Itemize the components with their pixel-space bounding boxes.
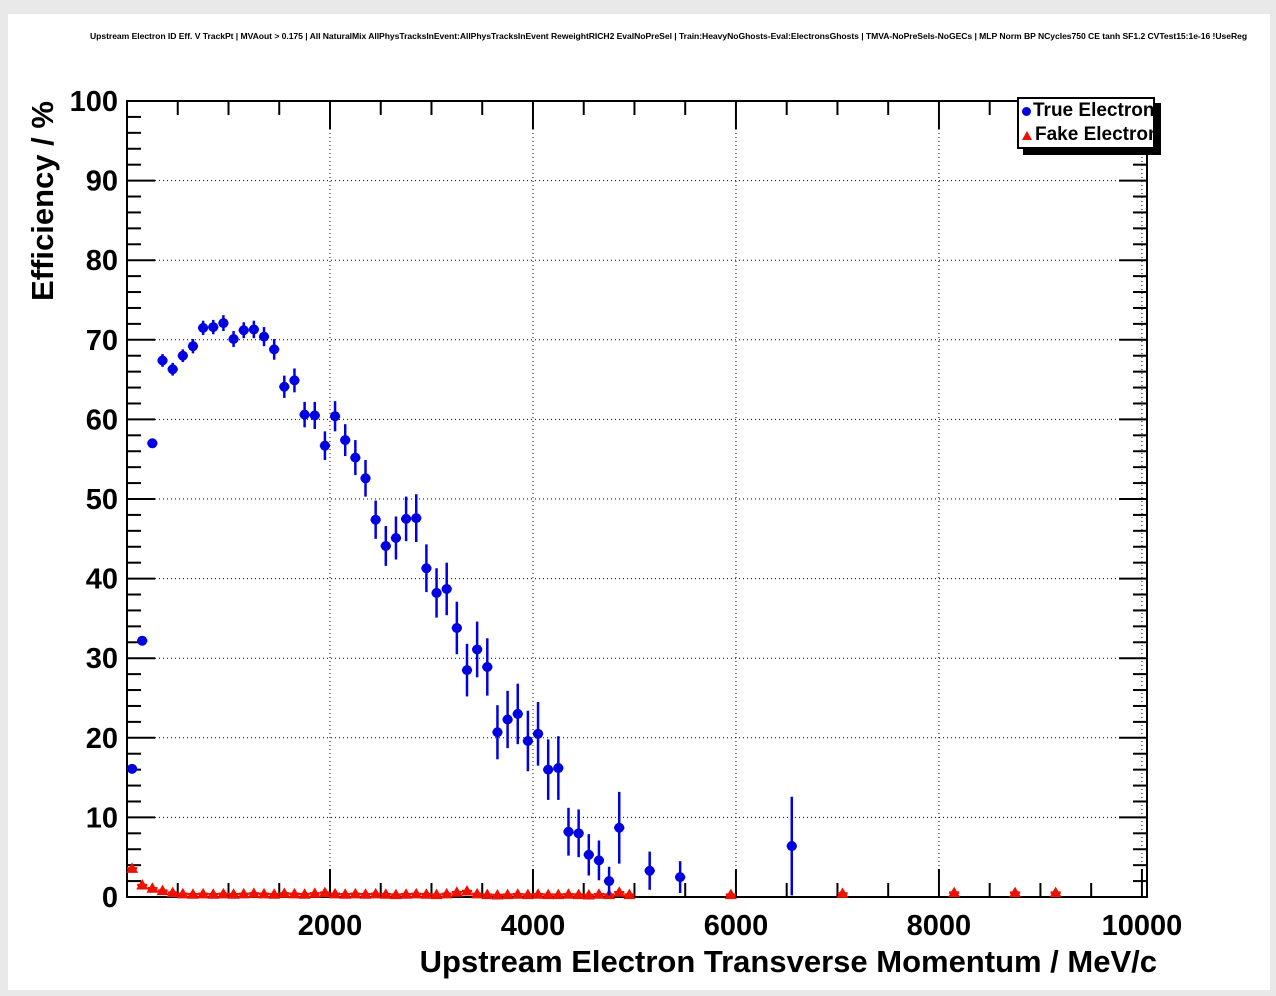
svg-text:20: 20 bbox=[86, 723, 118, 755]
svg-text:80: 80 bbox=[86, 245, 118, 277]
tick-labels: 0 10 20 30 40 50 60 70 80 90 100 2000 4000 6000 8000 10… bbox=[70, 86, 1183, 942]
legend: True Electron Fake Electron bbox=[1017, 97, 1160, 149]
x-axis-title: Upstream Electron Transverse Momentum / … bbox=[419, 944, 1157, 979]
svg-text:6000: 6000 bbox=[704, 910, 769, 942]
svg-text:10000: 10000 bbox=[1102, 910, 1183, 942]
plot-pad bbox=[8, 14, 1270, 990]
legend-entry-true-electron: True Electron bbox=[1019, 99, 1155, 123]
svg-text:4000: 4000 bbox=[501, 910, 566, 942]
svg-text:90: 90 bbox=[86, 166, 118, 198]
true-electron-circle-icon bbox=[1022, 106, 1031, 116]
fake-electron-triangle-icon bbox=[1022, 130, 1032, 140]
true-electron-series bbox=[127, 315, 797, 896]
svg-text:2000: 2000 bbox=[298, 910, 363, 942]
fake-electron-series bbox=[126, 862, 1062, 900]
svg-text:0: 0 bbox=[102, 882, 118, 914]
svg-text:100: 100 bbox=[70, 86, 118, 118]
legend-label-true-electron: True Electron bbox=[1033, 100, 1155, 121]
y-axis-title: Efficiency / % bbox=[25, 101, 60, 301]
legend-label-fake-electron: Fake Electron bbox=[1035, 124, 1160, 145]
gridlines bbox=[127, 101, 1147, 897]
svg-text:30: 30 bbox=[86, 643, 118, 675]
svg-text:70: 70 bbox=[86, 325, 118, 357]
legend-entry-fake-electron: Fake Electron bbox=[1019, 123, 1160, 147]
svg-text:50: 50 bbox=[86, 484, 118, 516]
plot-title: Upstream Electron ID Eff. V TrackPt | MV… bbox=[90, 31, 1248, 41]
svg-text:60: 60 bbox=[86, 404, 118, 436]
svg-text:8000: 8000 bbox=[907, 910, 972, 942]
svg-text:10: 10 bbox=[86, 802, 118, 834]
svg-text:40: 40 bbox=[86, 564, 118, 596]
